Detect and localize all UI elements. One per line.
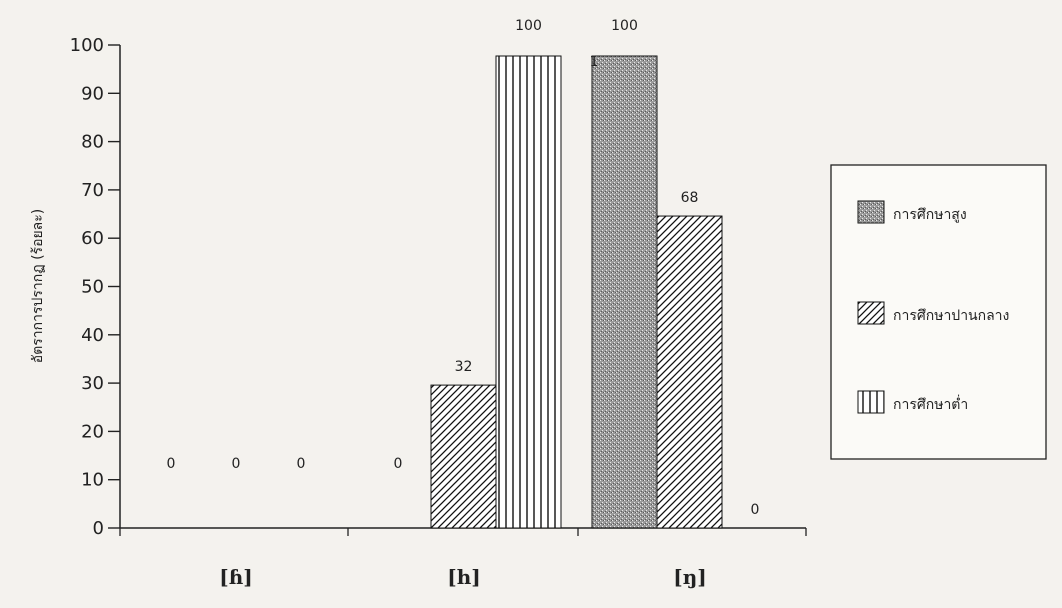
y-tick-label: 10: [81, 470, 104, 491]
y-tick-label: 20: [81, 421, 104, 442]
data-label: 0: [297, 456, 306, 472]
bars: [430, 55, 723, 529]
x-category-label: [ŋ]: [673, 565, 706, 589]
y-tick-label: 30: [81, 373, 104, 394]
data-label: 0: [394, 456, 403, 472]
x-category-label: [ɦ]: [219, 565, 252, 589]
legend-swatch: [857, 301, 885, 325]
data-label: 100: [515, 18, 542, 34]
data-label: 32: [455, 359, 473, 375]
y-tick-label: 50: [81, 277, 104, 298]
y-axis-label: อัตราการปรากฏ (ร้อยละ): [30, 209, 46, 364]
data-label: 100: [611, 18, 638, 34]
bar: [495, 55, 562, 529]
y-tick-label: 0: [93, 518, 104, 539]
y-tick-label: 60: [81, 228, 104, 249]
data-label: 0: [232, 456, 241, 472]
y-tick-label: 90: [81, 83, 104, 104]
y-tick-label: 100: [70, 35, 104, 56]
x-category-label: [h]: [447, 565, 480, 589]
data-label: 0: [751, 502, 760, 518]
bar: [591, 55, 658, 529]
legend-label: การศึกษาปานกลาง: [893, 308, 1009, 324]
y-tick-label: 70: [81, 180, 104, 201]
legend-label: การศึกษาต่ำ: [893, 395, 968, 413]
y-tick-label: 80: [81, 132, 104, 153]
data-labels: 0 0 0 0 32 100 100 68 0 1: [167, 18, 760, 518]
legend-label: การศึกษาสูง: [893, 207, 967, 223]
annotation: 1: [590, 54, 599, 70]
legend-swatch: [857, 390, 885, 414]
bar: [656, 215, 723, 529]
data-label: 0: [167, 456, 176, 472]
legend-swatch: [857, 200, 885, 224]
bar: [430, 384, 497, 529]
y-tick-label: 40: [81, 325, 104, 346]
data-label: 68: [681, 190, 699, 206]
